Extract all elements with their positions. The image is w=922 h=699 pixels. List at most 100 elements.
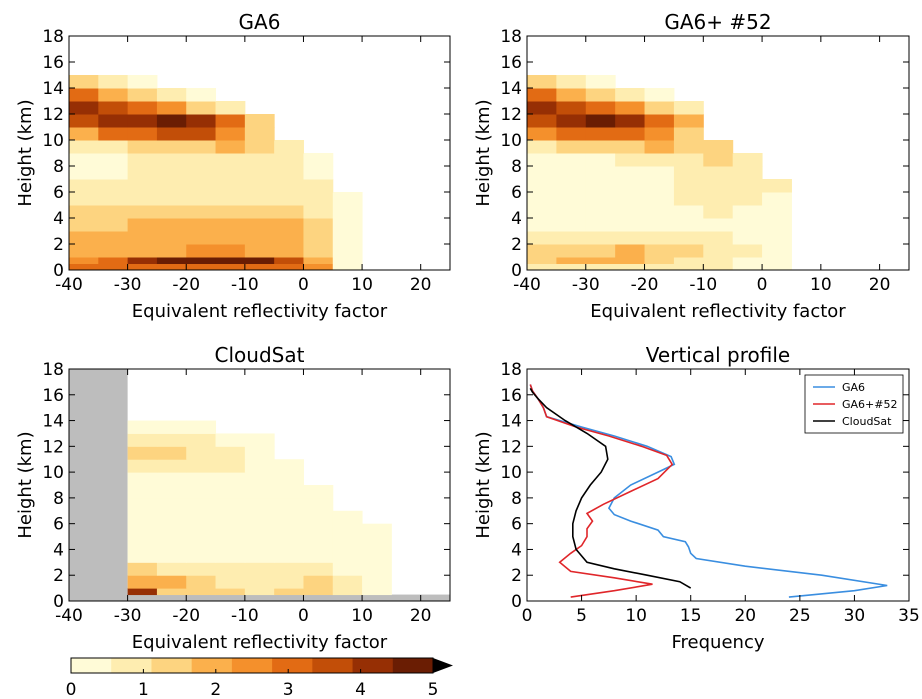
heatmap-cell [703,218,734,232]
heatmap-cell [644,88,675,102]
colorbar-segment [111,658,152,673]
heatmap-cell [274,166,304,180]
y-tick-label: 6 [53,183,64,203]
heatmap-cell [332,244,363,258]
y-axis-label: Height (km) [473,99,494,206]
x-tick-label: -30 [114,606,142,626]
heatmap-cell [186,231,217,245]
heatmap-cell [644,263,675,271]
heatmap-cell [615,192,646,206]
heatmap-cell [244,459,275,473]
heatmap-cell [585,88,616,102]
heatmap-cell [332,218,363,232]
heatmap-cell [332,562,363,576]
y-tick-label: 4 [53,209,64,229]
heatmap-cell [644,205,675,219]
heatmap-cell [303,263,334,271]
heatmap-cell [762,192,792,206]
heatmap-cell [98,179,129,193]
heatmap-cell [303,523,334,538]
heatmap-cell [186,575,217,589]
heatmap-cell [69,75,99,89]
heatmap-cell [69,179,99,193]
heatmap-cell [215,446,246,460]
heatmap-cell [244,497,275,512]
heatmap-cell [244,231,275,245]
heatmap-cell [274,510,304,525]
heatmap-cell [703,205,734,219]
heatmap-cell [332,192,363,206]
heatmap-cell [556,166,587,180]
heatmap-cell [527,192,557,206]
heatmap-cell [156,218,187,232]
heatmap-cell [127,140,158,154]
heatmap-cell [244,510,275,525]
heatmap-cell [703,244,734,258]
x-tick-label: -20 [631,275,659,295]
heatmap-cell [703,192,734,206]
heatmap-cell [215,588,246,596]
heatmap-cell [244,263,275,271]
heatmap-cell [303,497,334,512]
heatmap-cell [244,192,275,206]
heatmap-cell [362,562,392,576]
heatmap-cell [156,166,187,180]
heatmap-cell [362,575,392,589]
heatmap-cell [127,88,158,102]
x-tick-label: -40 [55,275,83,295]
heatmap-cell [615,244,646,258]
heatmap-cell [732,192,763,206]
plot-frame [68,35,451,271]
heatmap-cell [127,101,158,115]
y-tick-label: 16 [500,386,522,406]
heatmap-cell [274,472,304,486]
heatmap-cell [762,231,792,245]
heatmap-cell [644,179,675,193]
heatmap-cell [274,192,304,206]
heatmap-cell [362,549,392,563]
heatmap-cell [215,127,246,141]
heatmap-cell [274,257,304,264]
heatmap-cell [527,218,557,232]
x-tick-label: -20 [172,606,200,626]
masked-region [69,594,450,601]
heatmap-cell [673,179,704,193]
heatmap-cell [644,244,675,258]
y-tick-label: 8 [511,157,522,177]
heatmap-cell [215,549,246,563]
heatmap-cell [615,218,646,232]
x-tick-label: -20 [172,275,200,295]
heatmap-cell [156,497,187,512]
y-axis-label: Height (km) [473,431,494,538]
x-tick-label: -30 [572,275,600,295]
heatmap-cell [615,166,646,180]
heatmap-cell [303,218,334,232]
heatmap-cell [732,179,763,193]
heatmap-cell [527,88,557,102]
heatmap-cell [98,166,129,180]
heatmap-cell [673,101,704,115]
heatmap-cell [186,153,217,167]
heatmap-cell [127,244,158,258]
y-tick-label: 8 [53,489,64,509]
heatmap-cell [186,497,217,512]
heatmap-cell [244,549,275,563]
heatmap-cell [615,179,646,193]
heatmap-cell [215,218,246,232]
y-tick-label: 10 [500,463,522,483]
heatmap-cell [644,114,675,128]
heatmap-cell [98,263,129,271]
series-line-1 [529,384,674,598]
heatmap-cell [527,244,557,258]
heatmap-cell [527,263,557,271]
heatmap-cell [556,114,587,128]
heatmap-cell [127,263,158,271]
heatmap-cell [303,192,334,206]
heatmap-cell [362,523,392,538]
heatmap-cell [186,446,217,460]
heatmap-cell [215,166,246,180]
heatmap-cell [556,88,587,102]
heatmap-cell [527,101,557,115]
masked-region [69,369,128,601]
heatmap-cell [156,485,187,499]
